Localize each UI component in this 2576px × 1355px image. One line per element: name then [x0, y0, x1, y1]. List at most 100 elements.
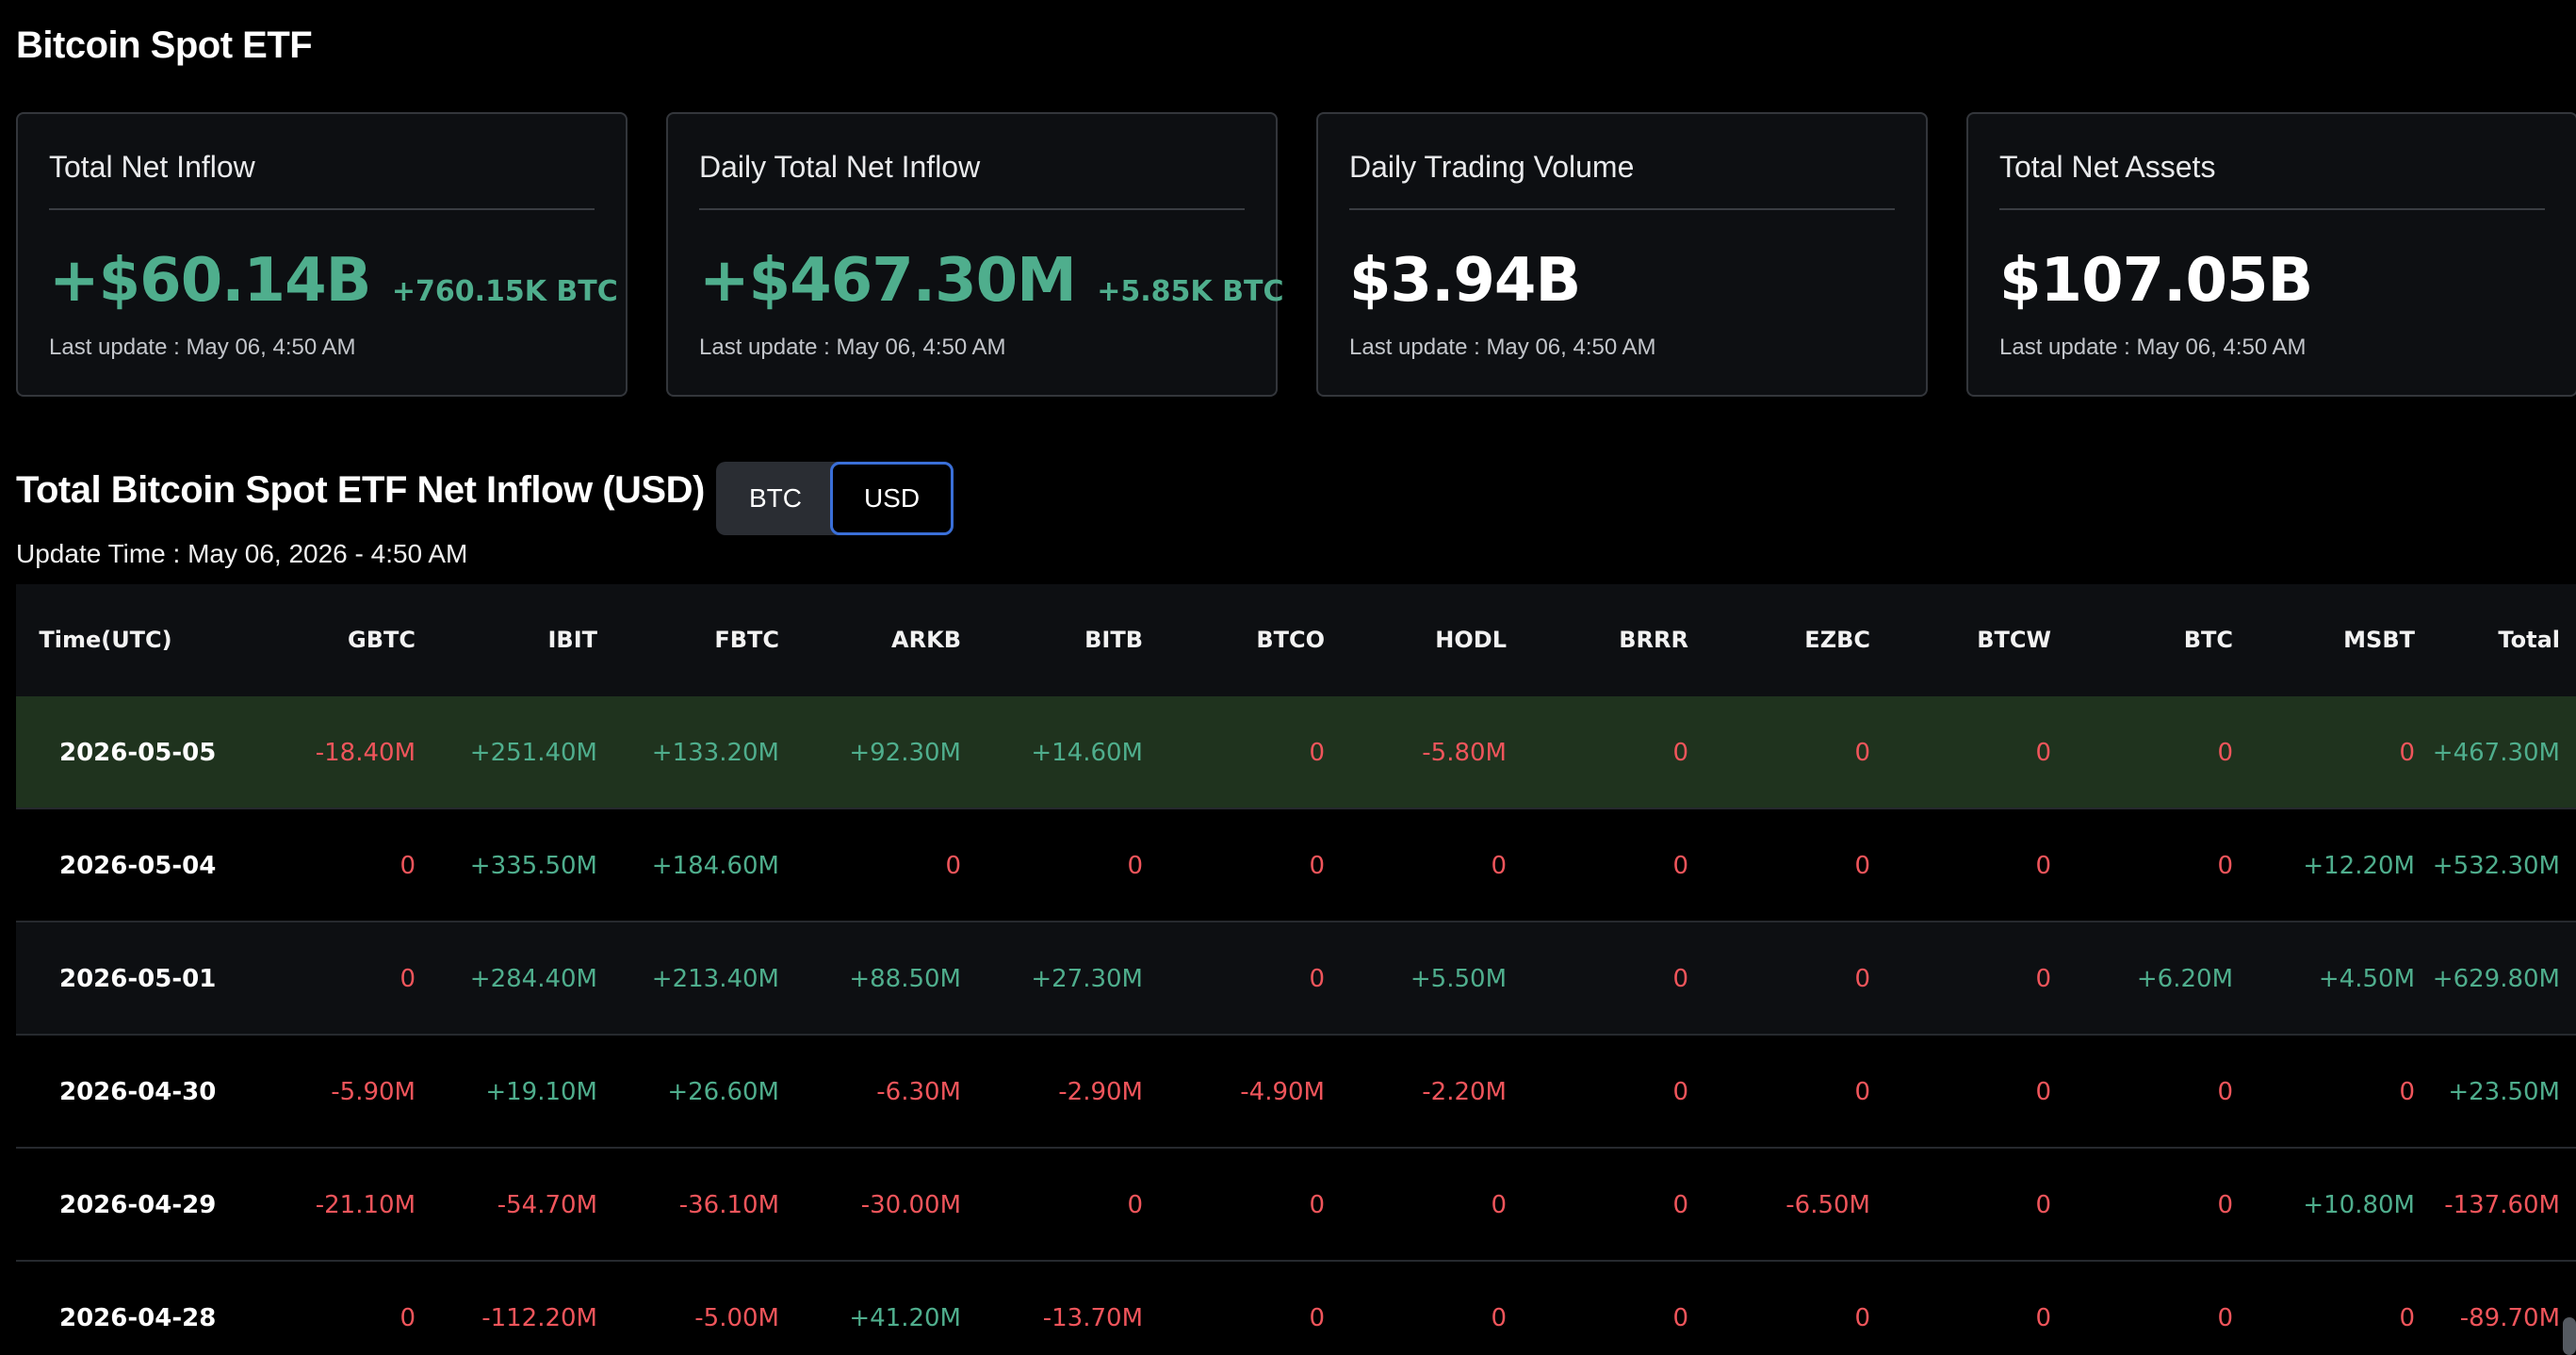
table-row: 2026-05-05 -18.40M +251.40M +133.20M +92.30M…	[16, 696, 2576, 809]
cell-msbt: 0	[2399, 1078, 2415, 1106]
cell-fbtc: +213.40M	[651, 965, 779, 993]
cell-brrr: 0	[1672, 1191, 1688, 1219]
header-fbtc: FBTC	[714, 627, 779, 653]
cell-ibit: -112.20M	[481, 1304, 597, 1332]
cell-gbtc: -18.40M	[315, 739, 416, 767]
card-main-value: +$60.14B	[49, 246, 371, 316]
cell-ibit: +19.10M	[485, 1078, 597, 1106]
toggle-btc-button[interactable]: BTC	[749, 483, 802, 513]
cell-btcw: 0	[2035, 739, 2051, 767]
card-divider	[49, 208, 595, 210]
cell-fbtc: -36.10M	[678, 1191, 779, 1219]
cell-brrr: 0	[1672, 965, 1688, 993]
cell-btco: 0	[1309, 1304, 1325, 1332]
cell-btc: 0	[2217, 739, 2233, 767]
cell-total: +467.30M	[2432, 739, 2560, 767]
card-value-row: $107.05B	[1999, 246, 2313, 316]
cell-msbt: +12.20M	[2303, 852, 2415, 880]
card-main-value: $107.05B	[1999, 246, 2313, 316]
card-total-net-inflow: Total Net Inflow +$60.14B +760.15K BTC L…	[16, 112, 628, 397]
cell-fbtc: +184.60M	[651, 852, 779, 880]
table-scrollbar[interactable]	[2563, 1317, 2576, 1355]
cell-hodl: 0	[1491, 1191, 1507, 1219]
cell-btc: 0	[2217, 1304, 2233, 1332]
header-btcw: BTCW	[1977, 627, 2051, 653]
cell-btco: 0	[1309, 1191, 1325, 1219]
cell-btc: +6.20M	[2136, 965, 2233, 993]
cell-btcw: 0	[2035, 852, 2051, 880]
row-date: 2026-05-04	[59, 852, 217, 880]
cell-msbt: 0	[2399, 1304, 2415, 1332]
card-last-update: Last update : May 06, 4:50 AM	[699, 335, 1006, 360]
card-last-update: Last update : May 06, 4:50 AM	[1349, 335, 1656, 360]
row-date: 2026-05-05	[59, 739, 217, 767]
header-ezbc: EZBC	[1804, 627, 1870, 653]
cell-gbtc: 0	[399, 852, 416, 880]
header-time: Time(UTC)	[39, 627, 172, 653]
row-date: 2026-04-29	[59, 1191, 217, 1219]
summary-cards: Total Net Inflow +$60.14B +760.15K BTC L…	[16, 112, 2576, 397]
cell-btco: 0	[1309, 965, 1325, 993]
cell-btco: -4.90M	[1240, 1078, 1325, 1106]
card-divider	[1999, 208, 2545, 210]
cell-ibit: +335.50M	[469, 852, 597, 880]
etf-flow-table: Time(UTC) GBTC IBIT FBTC ARKB BITB BTCO …	[16, 584, 2576, 1355]
cell-total: +629.80M	[2432, 965, 2560, 993]
card-title: Daily Total Net Inflow	[699, 150, 981, 184]
cell-arkb: -30.00M	[860, 1191, 961, 1219]
header-btc: BTC	[2183, 627, 2233, 653]
row-date: 2026-05-01	[59, 965, 217, 993]
page-title: Bitcoin Spot ETF	[16, 24, 313, 66]
cell-btco: 0	[1309, 739, 1325, 767]
cell-brrr: 0	[1672, 1078, 1688, 1106]
card-main-value: $3.94B	[1349, 246, 1581, 316]
card-main-value: +$467.30M	[699, 246, 1077, 316]
cell-arkb: +92.30M	[849, 739, 961, 767]
table-row: 2026-04-28 0 -112.20M -5.00M +41.20M -13.70M 0…	[16, 1262, 2576, 1355]
table-row: 2026-05-01 0 +284.40M +213.40M +88.50M +27.30…	[16, 922, 2576, 1036]
cell-ibit: -54.70M	[497, 1191, 597, 1219]
cell-ezbc: 0	[1854, 739, 1870, 767]
cell-hodl: +5.50M	[1410, 965, 1507, 993]
cell-arkb: 0	[945, 852, 961, 880]
card-daily-total-net-inflow: Daily Total Net Inflow +$467.30M +5.85K …	[666, 112, 1283, 397]
card-divider	[699, 208, 1245, 210]
cell-hodl: -2.20M	[1422, 1078, 1507, 1106]
cell-fbtc: +133.20M	[651, 739, 779, 767]
cell-btcw: 0	[2035, 1078, 2051, 1106]
card-title: Total Net Assets	[1999, 150, 2216, 184]
card-title: Daily Trading Volume	[1349, 150, 1635, 184]
cell-msbt: +10.80M	[2303, 1191, 2415, 1219]
cell-fbtc: -5.00M	[694, 1304, 779, 1332]
cell-arkb: -6.30M	[876, 1078, 961, 1106]
update-time: Update Time : May 06, 2026 - 4:50 AM	[16, 539, 468, 568]
cell-hodl: 0	[1491, 1304, 1507, 1332]
header-arkb: ARKB	[891, 627, 961, 653]
cell-total: -89.70M	[2459, 1304, 2560, 1332]
cell-ezbc: 0	[1854, 965, 1870, 993]
cell-btcw: 0	[2035, 1304, 2051, 1332]
card-daily-trading-volume: Daily Trading Volume $3.94B Last update …	[1316, 112, 1928, 397]
cell-ezbc: 0	[1854, 1304, 1870, 1332]
cell-bitb: 0	[1127, 852, 1143, 880]
header-msbt: MSBT	[2343, 627, 2415, 653]
cell-btc: 0	[2217, 1191, 2233, 1219]
cell-total: -137.60M	[2444, 1191, 2560, 1219]
header-total: Total	[2498, 627, 2560, 653]
header-gbtc: GBTC	[348, 627, 416, 653]
cell-ezbc: -6.50M	[1785, 1191, 1870, 1219]
card-divider	[1349, 208, 1895, 210]
unit-toggle: BTC USD	[716, 462, 954, 535]
toggle-usd-button[interactable]: USD	[830, 462, 954, 535]
table-row: 2026-05-04 0 +335.50M +184.60M 0 0 0 0 0 0 0 0 +12.2…	[16, 809, 2576, 922]
card-sub-value: +5.85K BTC	[1097, 275, 1284, 308]
cell-btc: 0	[2217, 1078, 2233, 1106]
cell-btcw: 0	[2035, 1191, 2051, 1219]
card-value-row: +$467.30M +5.85K BTC	[699, 246, 1283, 316]
cell-bitb: +27.30M	[1031, 965, 1143, 993]
header-brrr: BRRR	[1619, 627, 1688, 653]
cell-btcw: 0	[2035, 965, 2051, 993]
row-date: 2026-04-30	[59, 1078, 217, 1106]
cell-msbt: 0	[2399, 739, 2415, 767]
card-title: Total Net Inflow	[49, 150, 255, 184]
